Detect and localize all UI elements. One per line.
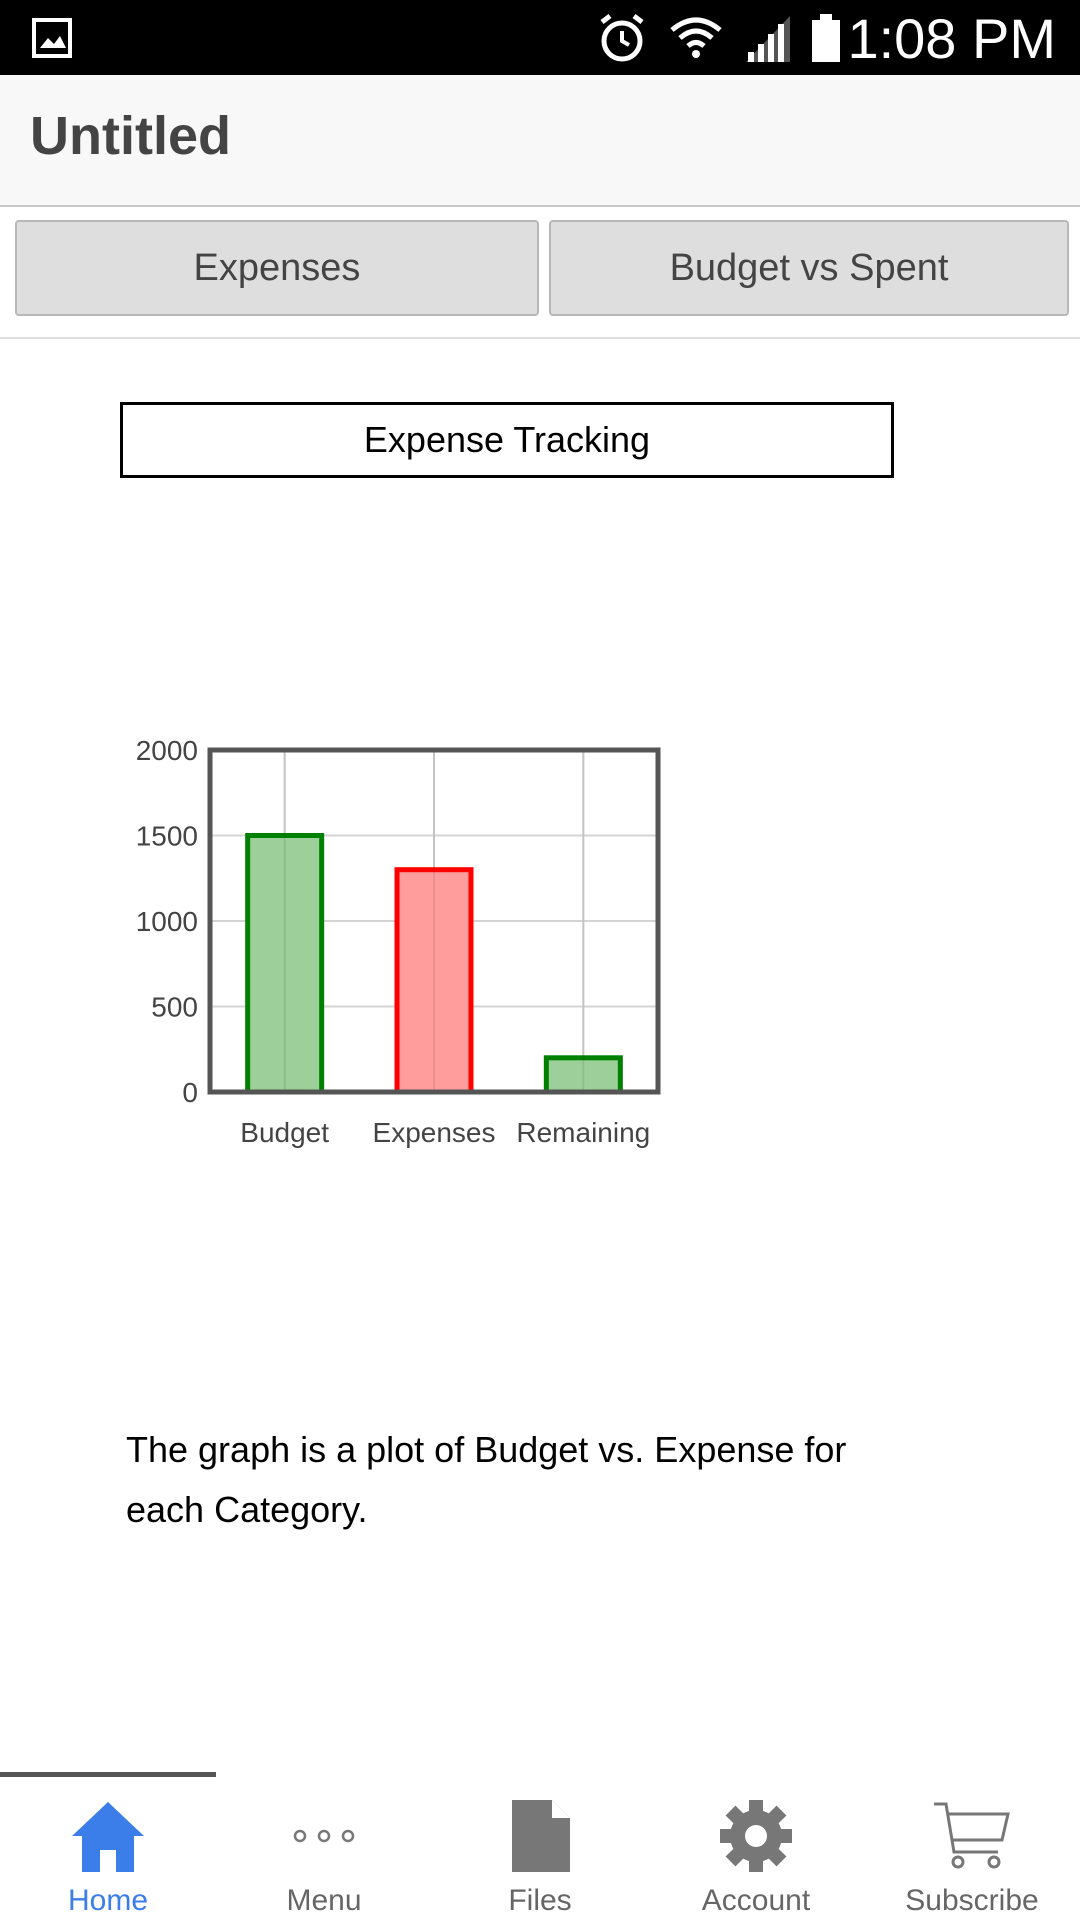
nav-home-label: Home bbox=[67, 1884, 149, 1917]
bar-budget bbox=[245, 833, 325, 1095]
x-tick-label: Expenses bbox=[373, 1117, 496, 1148]
cart-icon bbox=[934, 1802, 1010, 1869]
page-title: Untitled bbox=[30, 106, 231, 166]
alarm-icon bbox=[600, 14, 644, 62]
y-tick-label: 0 bbox=[182, 1077, 198, 1108]
tab-bar: Expenses Budget vs Spent bbox=[0, 207, 1080, 339]
nav-subscribe-label: Subscribe bbox=[905, 1884, 1039, 1917]
x-tick-label: Remaining bbox=[516, 1117, 650, 1148]
home-icon bbox=[72, 1802, 144, 1872]
tab-expenses[interactable]: Expenses bbox=[15, 220, 539, 316]
file-icon bbox=[512, 1800, 570, 1872]
y-tick-label: 500 bbox=[151, 992, 198, 1023]
nav-subscribe[interactable]: Subscribe bbox=[864, 1780, 1080, 1920]
app-header: Untitled bbox=[0, 75, 1080, 207]
more-icon bbox=[293, 1829, 355, 1843]
battery-icon bbox=[812, 14, 840, 62]
gallery-icon bbox=[32, 18, 72, 58]
nav-account-label: Account bbox=[701, 1884, 811, 1917]
signal-icon bbox=[746, 16, 790, 62]
nav-account[interactable]: Account bbox=[648, 1780, 864, 1920]
active-tab-indicator bbox=[0, 1772, 216, 1777]
y-tick-label: 1000 bbox=[136, 906, 198, 937]
nav-menu[interactable]: Menu bbox=[216, 1780, 432, 1920]
status-bar: 1:08 PM bbox=[0, 0, 1080, 75]
bar-expenses bbox=[394, 867, 474, 1095]
nav-home[interactable]: Home bbox=[0, 1780, 216, 1920]
expense-tracking-title: Expense Tracking bbox=[120, 402, 894, 478]
bottom-nav: Home Menu Files bbox=[0, 1772, 1080, 1920]
tab-budget-vs-spent[interactable]: Budget vs Spent bbox=[549, 220, 1069, 316]
bar-chart: 0 500 1000 1500 2000 Budget Expenses Remaining bbox=[136, 735, 661, 1148]
gear-icon bbox=[720, 1800, 792, 1872]
plot-frame bbox=[207, 747, 661, 1095]
chart-description: The graph is a plot of Budget vs. Expens… bbox=[126, 1429, 847, 1530]
nav-files[interactable]: Files bbox=[432, 1780, 648, 1920]
status-time: 1:08 PM bbox=[847, 7, 1056, 70]
nav-files-label: Files bbox=[508, 1884, 572, 1917]
wifi-icon bbox=[670, 17, 722, 58]
y-tick-label: 2000 bbox=[136, 735, 198, 766]
x-tick-label: Budget bbox=[240, 1117, 329, 1148]
nav-menu-label: Menu bbox=[286, 1884, 362, 1917]
y-tick-label: 1500 bbox=[136, 821, 198, 852]
